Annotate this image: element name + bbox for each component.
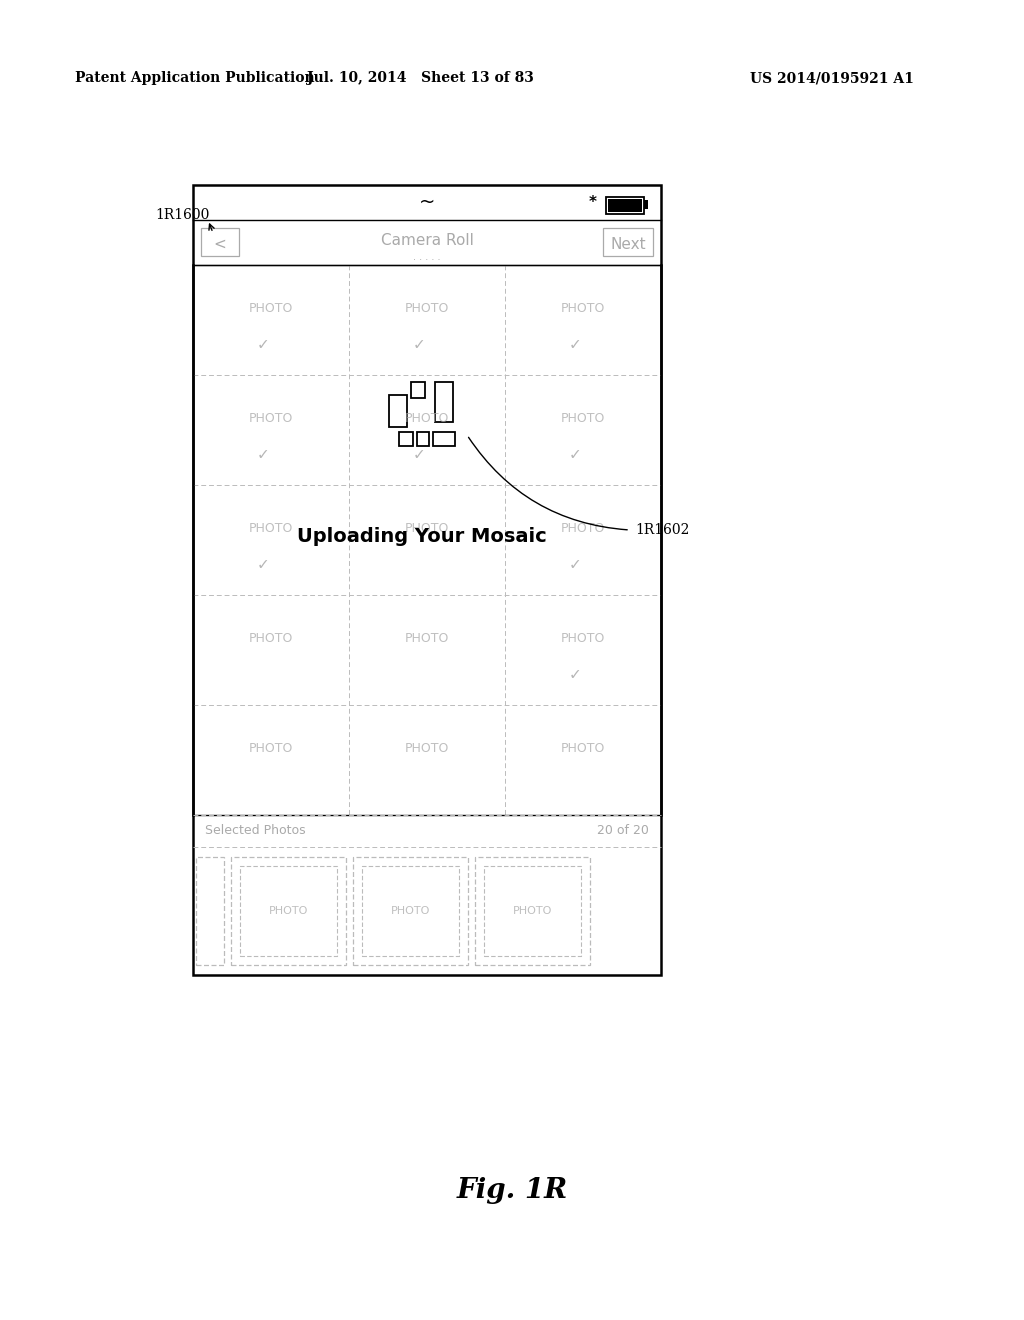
Text: Camera Roll: Camera Roll <box>381 234 473 248</box>
Text: ~: ~ <box>419 193 435 213</box>
Text: Selected Photos: Selected Photos <box>205 825 305 837</box>
Bar <box>475 857 590 965</box>
Bar <box>193 185 662 975</box>
Bar <box>362 866 459 956</box>
Bar <box>240 866 337 956</box>
Bar <box>606 197 644 214</box>
Text: 20 of 20: 20 of 20 <box>597 825 649 837</box>
Bar <box>484 866 581 956</box>
Bar <box>353 857 468 965</box>
Text: Next: Next <box>610 238 646 252</box>
Bar <box>201 228 239 256</box>
Bar <box>399 432 413 446</box>
Text: ✓: ✓ <box>413 446 425 462</box>
Text: PHOTO: PHOTO <box>249 412 293 425</box>
Text: 1R1602: 1R1602 <box>635 523 689 537</box>
Text: *: * <box>589 195 597 210</box>
Text: ✓: ✓ <box>568 337 582 351</box>
Bar <box>608 199 642 213</box>
Text: ✓: ✓ <box>257 557 269 572</box>
Bar <box>231 857 346 965</box>
Text: . . . . .: . . . . . <box>414 252 440 261</box>
Text: PHOTO: PHOTO <box>561 632 605 645</box>
Text: PHOTO: PHOTO <box>249 523 293 536</box>
Text: PHOTO: PHOTO <box>249 742 293 755</box>
Bar <box>389 395 407 426</box>
Text: Patent Application Publication: Patent Application Publication <box>75 71 314 84</box>
Text: PHOTO: PHOTO <box>561 742 605 755</box>
Bar <box>196 857 224 965</box>
Bar <box>417 432 429 446</box>
Text: PHOTO: PHOTO <box>404 302 450 315</box>
Bar <box>411 381 425 399</box>
Text: PHOTO: PHOTO <box>404 412 450 425</box>
Text: PHOTO: PHOTO <box>391 906 430 916</box>
Text: ✓: ✓ <box>568 446 582 462</box>
Text: PHOTO: PHOTO <box>513 906 552 916</box>
Text: PHOTO: PHOTO <box>404 742 450 755</box>
Text: ✓: ✓ <box>568 667 582 681</box>
Bar <box>433 432 455 446</box>
Text: Fig. 1R: Fig. 1R <box>457 1176 567 1204</box>
Bar <box>435 381 453 422</box>
Text: PHOTO: PHOTO <box>404 632 450 645</box>
Text: Uploading Your Mosaic: Uploading Your Mosaic <box>297 527 547 546</box>
Text: PHOTO: PHOTO <box>404 523 450 536</box>
Text: Jul. 10, 2014   Sheet 13 of 83: Jul. 10, 2014 Sheet 13 of 83 <box>306 71 534 84</box>
Text: ✓: ✓ <box>413 337 425 351</box>
Text: 1R1600: 1R1600 <box>155 209 209 222</box>
Text: ✓: ✓ <box>257 337 269 351</box>
Bar <box>644 201 648 209</box>
Text: PHOTO: PHOTO <box>561 302 605 315</box>
Text: PHOTO: PHOTO <box>269 906 308 916</box>
Text: <: < <box>214 238 226 252</box>
Text: PHOTO: PHOTO <box>561 412 605 425</box>
Text: PHOTO: PHOTO <box>561 523 605 536</box>
Text: ✓: ✓ <box>257 446 269 462</box>
Bar <box>603 228 653 256</box>
Text: PHOTO: PHOTO <box>249 632 293 645</box>
Text: US 2014/0195921 A1: US 2014/0195921 A1 <box>750 71 913 84</box>
Text: ✓: ✓ <box>568 557 582 572</box>
Text: PHOTO: PHOTO <box>249 302 293 315</box>
